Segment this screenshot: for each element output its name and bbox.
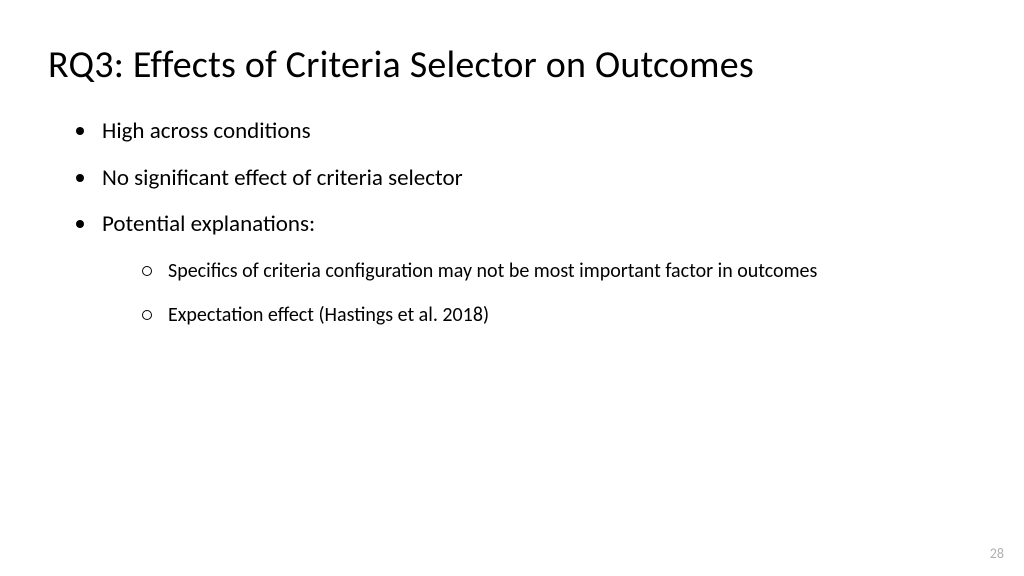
list-item: No significant effect of criteria select…	[76, 161, 976, 196]
bullet-text: No significant effect of criteria select…	[102, 164, 463, 192]
sub-bullet-text: Expectation effect (Hastings et al. 2018…	[168, 303, 489, 327]
bullet-text: Potential explanations:	[102, 210, 315, 238]
slide: RQ3: Effects of Criteria Selector on Out…	[0, 0, 1024, 576]
list-item: Specifics of criteria configuration may …	[142, 256, 976, 286]
page-number: 28	[990, 545, 1004, 562]
list-item: High across conditions	[76, 114, 976, 149]
slide-title: RQ3: Effects of Criteria Selector on Out…	[48, 42, 976, 88]
list-item: Expectation effect (Hastings et al. 2018…	[142, 300, 976, 330]
bullet-list-level1: High across conditions No significant ef…	[48, 114, 976, 330]
sub-bullet-text: Specifics of criteria configuration may …	[168, 259, 817, 283]
list-item: Potential explanations: Specifics of cri…	[76, 207, 976, 330]
bullet-text: High across conditions	[102, 117, 311, 145]
bullet-list-level2: Specifics of criteria configuration may …	[102, 256, 976, 330]
